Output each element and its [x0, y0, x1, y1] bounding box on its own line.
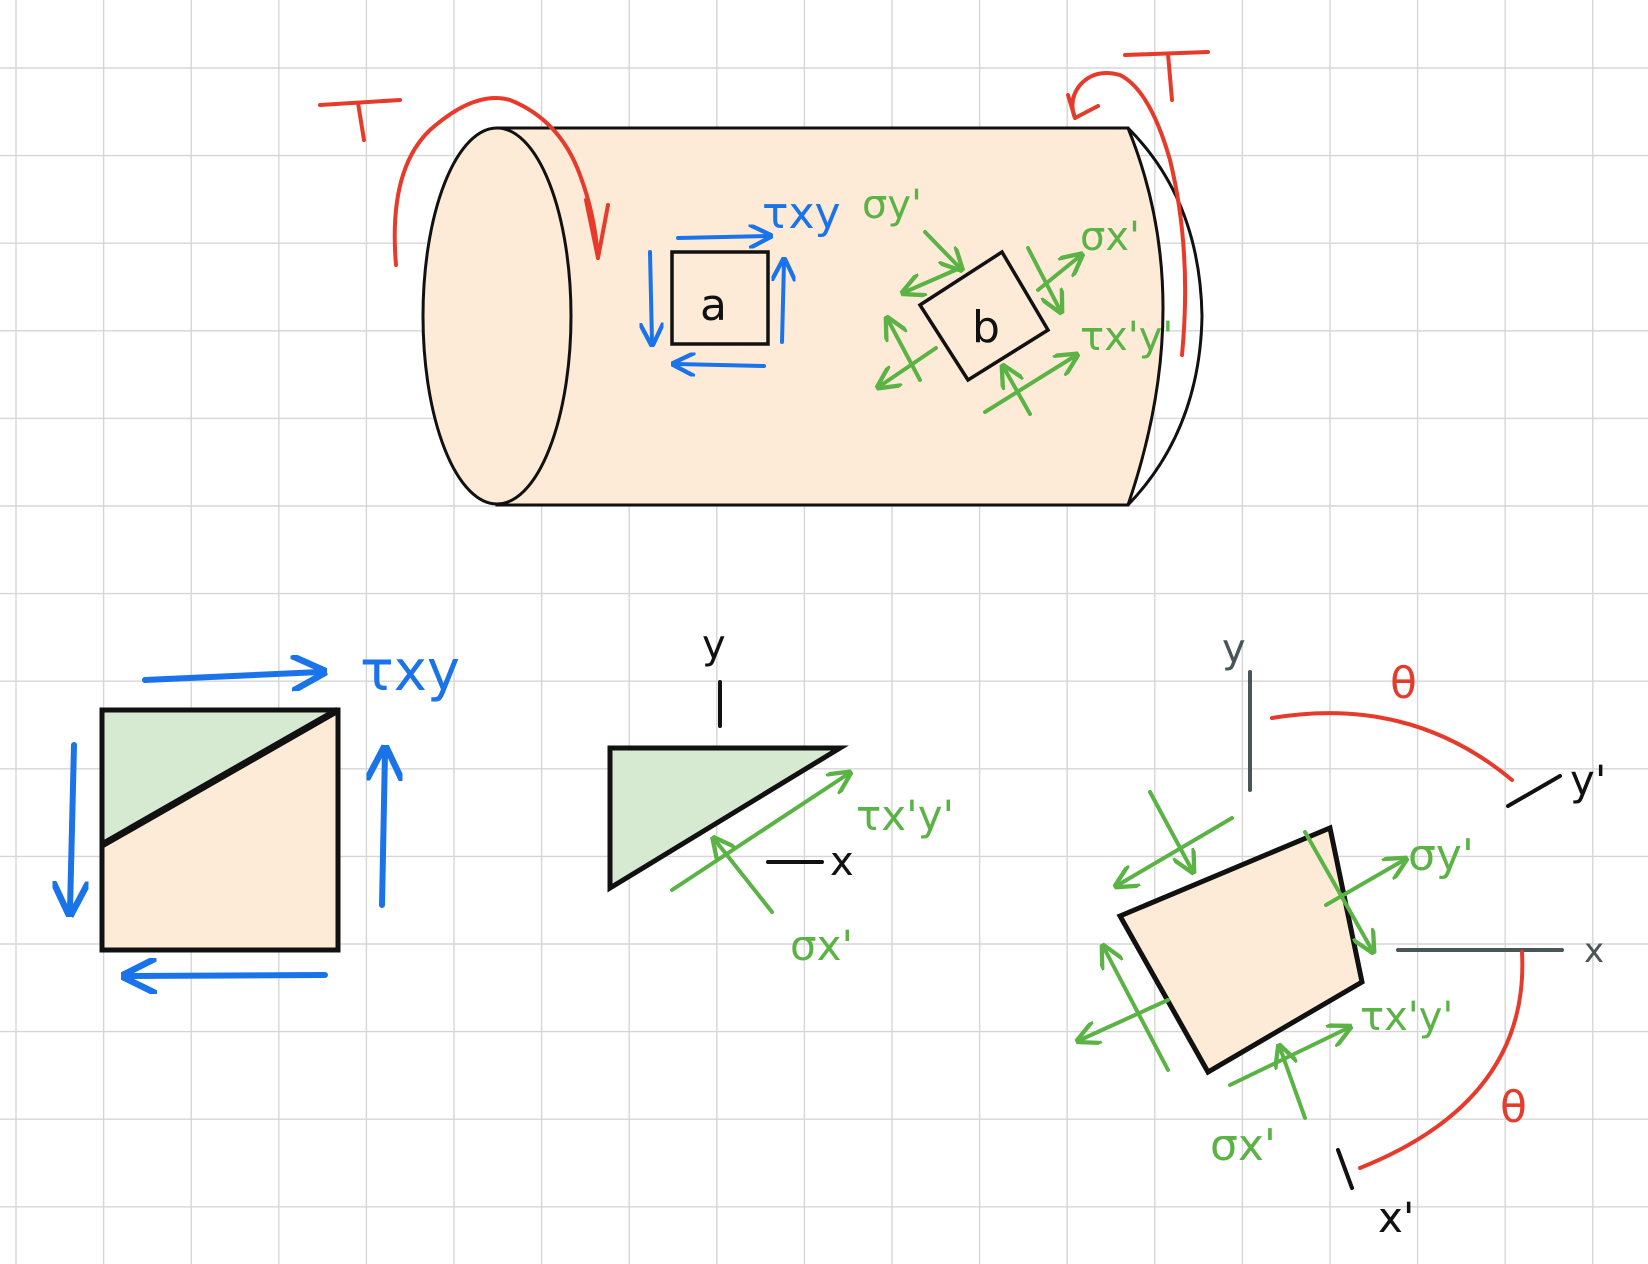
- cylinder-right-edge: [1126, 126, 1204, 507]
- tau-xy-top-label: τxy: [762, 188, 841, 239]
- tau-xy-left-label: τxy: [360, 639, 460, 704]
- sigma-y-prime-top-label: σy': [862, 182, 922, 228]
- element-b: b σy' σx' τx'y': [862, 182, 1173, 416]
- torque-right: T: [1066, 50, 1210, 357]
- axis-y-right-label: y: [1222, 626, 1246, 672]
- element-a: a τxy: [650, 188, 841, 366]
- torque-left: T: [318, 96, 610, 267]
- axis-yp-right-label: y': [1570, 756, 1606, 805]
- theta-bottom-label: θ: [1500, 1082, 1527, 1133]
- sigma-x-prime-mid-label: σx': [790, 921, 853, 970]
- element-b-label: b: [972, 302, 1000, 353]
- tau-xpyp-right-label: τx'y': [1360, 994, 1453, 1040]
- sigma-x-prime-right-label: σx': [1210, 1120, 1276, 1171]
- wedge-free-body: y x τx'y' σx': [607, 622, 954, 970]
- cylinder-body: [495, 126, 1165, 507]
- tau-xpyp-top-label: τx'y': [1080, 314, 1173, 360]
- cylinder-shaft: [421, 126, 1204, 507]
- axis-xp-right-label: x': [1378, 1193, 1414, 1242]
- tau-xpyp-mid-label: τx'y': [856, 791, 954, 840]
- axis-x-mid-label: x: [830, 839, 854, 885]
- axis-y-mid-label: y: [702, 622, 726, 668]
- sigma-x-prime-top-label: σx': [1080, 214, 1140, 260]
- theta-top-label: θ: [1390, 658, 1417, 709]
- element-a-label: a: [700, 280, 727, 331]
- cylinder-left-end: [421, 126, 573, 506]
- rotated-element: y x y' x' θ θ σy' τx'y' σx': [1080, 626, 1606, 1242]
- sigma-y-prime-right-label: σy': [1408, 830, 1474, 881]
- shear-element-square: τxy: [70, 639, 460, 976]
- axis-x-right-label: x: [1584, 931, 1604, 971]
